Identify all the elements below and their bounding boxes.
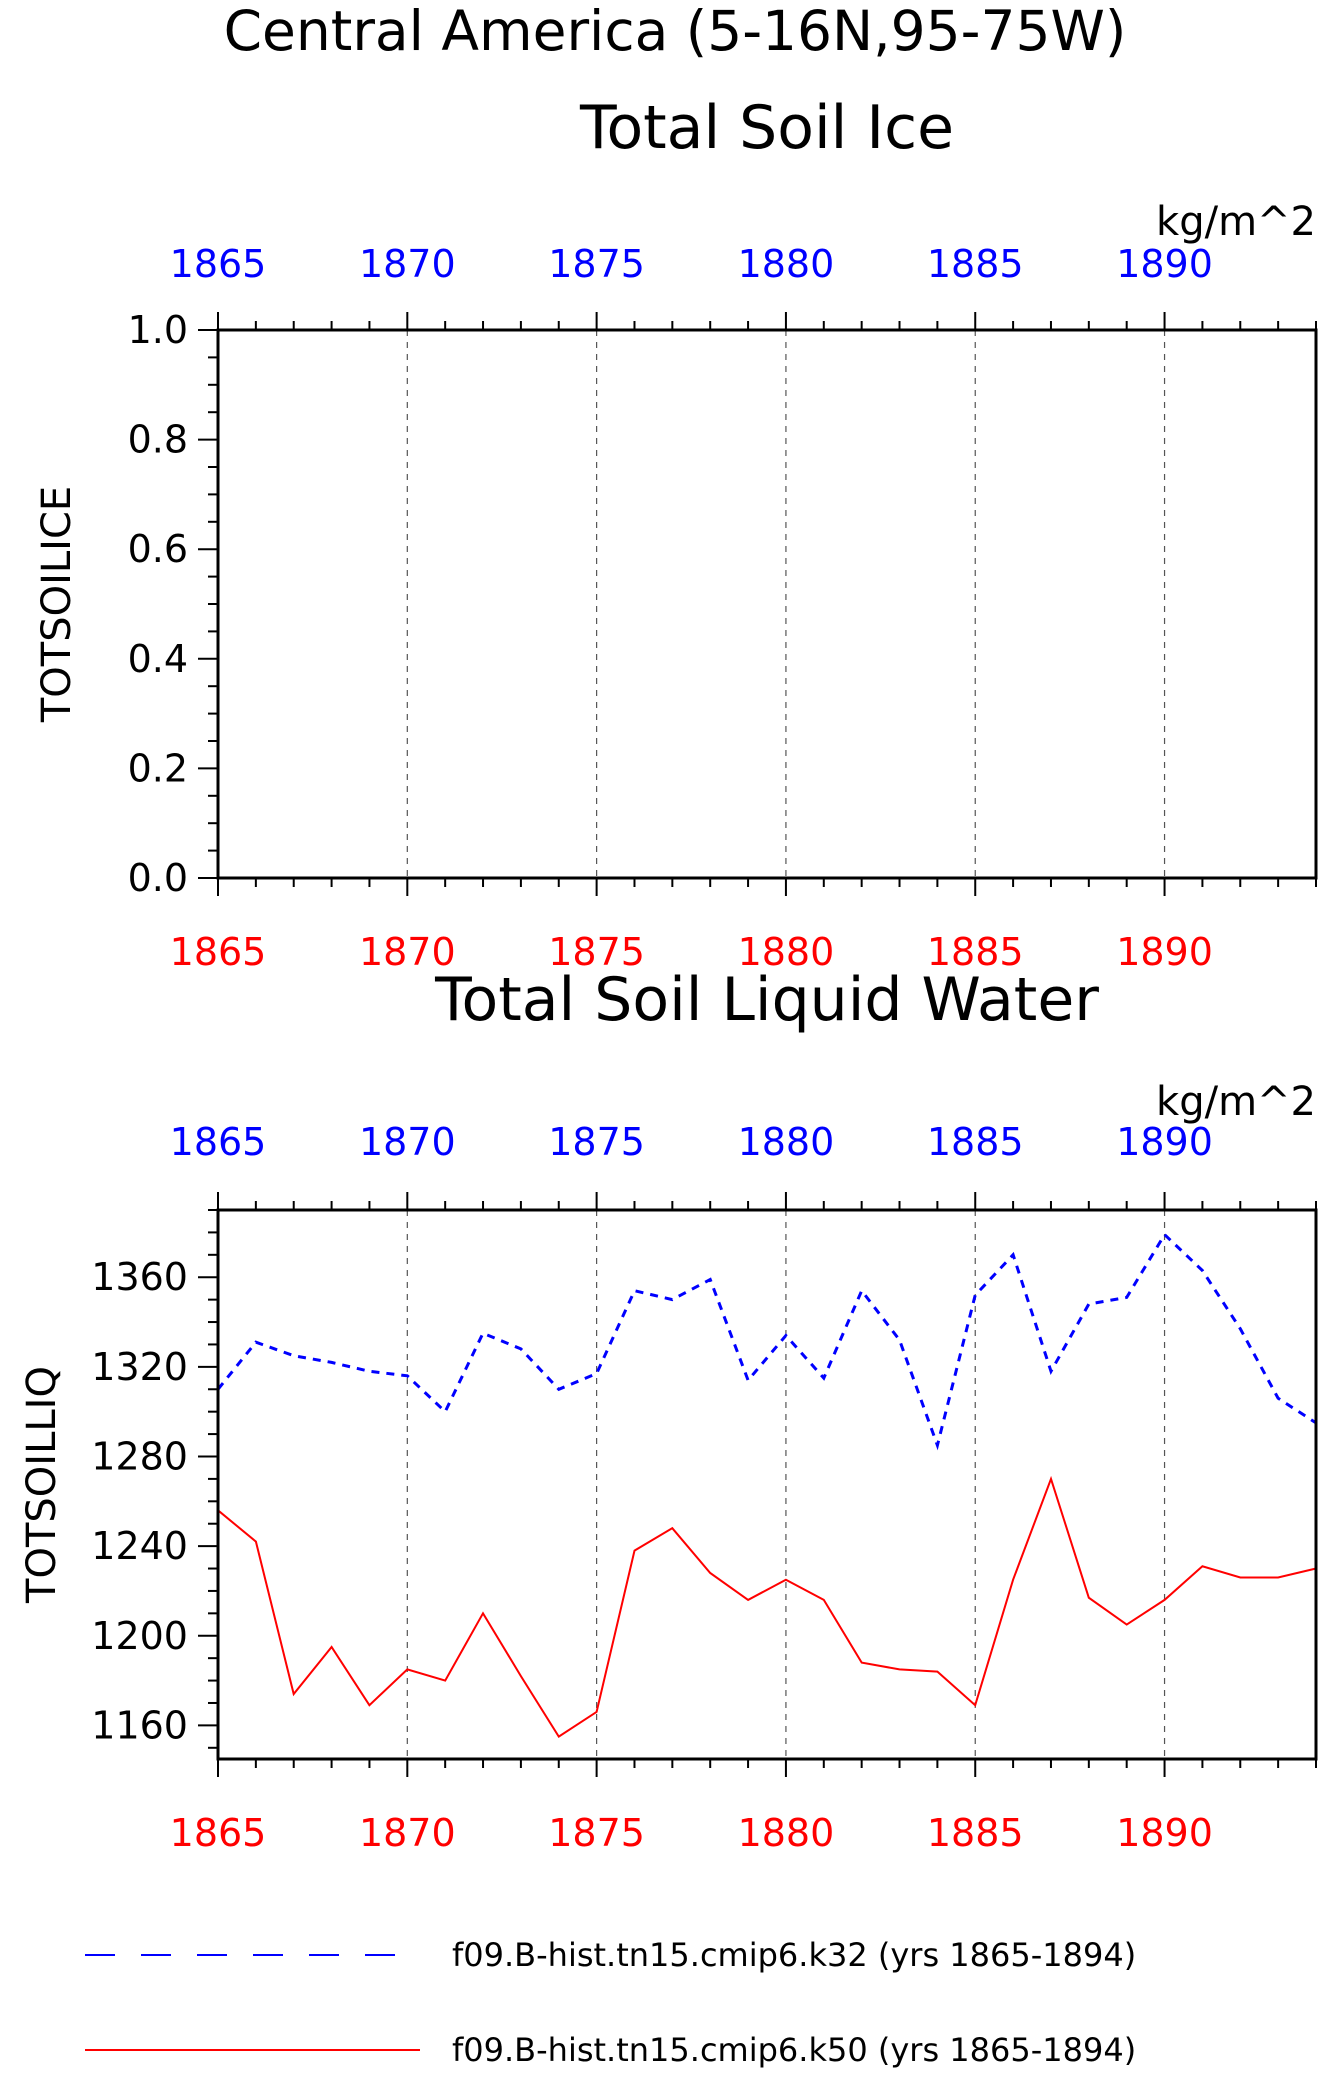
x-tick-label-bottom: 1870 — [359, 930, 456, 974]
units-label: kg/m^2 — [1156, 199, 1316, 245]
x-tick-label-bottom: 1880 — [738, 930, 835, 974]
x-tick-label-bottom: 1865 — [170, 1811, 267, 1855]
x-tick-label-top: 1890 — [1116, 242, 1213, 286]
x-tick-label-bottom: 1890 — [1116, 930, 1213, 974]
y-tick-label: 1.0 — [128, 308, 188, 352]
x-tick-label-top: 1890 — [1116, 1120, 1213, 1164]
plot-frame — [216, 328, 1318, 880]
figure-title: Central America (5-16N,95-75W) — [224, 0, 1127, 63]
x-tick-label-top: 1870 — [359, 242, 456, 286]
y-tick-label: 1280 — [91, 1434, 188, 1478]
x-tick-label-bottom: 1890 — [1116, 1811, 1213, 1855]
series-run2-line — [217, 1475, 1317, 1738]
legend-label-run1: f09.B-hist.tn15.cmip6.k32 (yrs 1865-1894… — [452, 1936, 1136, 1974]
units-label: kg/m^2 — [1156, 1079, 1316, 1125]
panel-total-soil-liquid-water: Total Soil Liquid Water kg/m^2 1865 1865 187… — [19, 965, 1318, 1855]
y-tick-label: 0.8 — [128, 418, 188, 462]
y-tick-label: 0.2 — [128, 746, 188, 790]
y-axis-label: TOTSOILLIQ — [19, 1366, 65, 1604]
x-tick-label-top: 1875 — [548, 1120, 645, 1164]
y-tick-label: 0.4 — [128, 637, 188, 681]
x-tick-label-top: 1875 — [548, 242, 645, 286]
legend: f09.B-hist.tn15.cmip6.k32 (yrs 1865-1894… — [85, 1936, 1136, 2069]
x-tick-label-bottom: 1875 — [548, 930, 645, 974]
y-tick-label: 1360 — [91, 1255, 188, 1299]
x-tick-label-bottom: 1885 — [927, 1811, 1024, 1855]
x-tick-label-top: 1880 — [738, 242, 835, 286]
panel-total-soil-ice: Total Soil Ice kg/m^2 1865 1865 1870 1870 1875… — [34, 93, 1318, 974]
panel-title: Total Soil Liquid Water — [434, 965, 1099, 1035]
y-tick-label: 1240 — [91, 1524, 188, 1568]
x-tick-label-top: 1885 — [927, 1120, 1024, 1164]
x-tick-label-top: 1870 — [359, 1120, 456, 1164]
plot-frame — [216, 1208, 1318, 1761]
panel-title: Total Soil Ice — [579, 93, 954, 163]
x-tick-label-bottom: 1880 — [738, 1811, 835, 1855]
x-tick-label-top: 1885 — [927, 242, 1024, 286]
legend-label-run2: f09.B-hist.tn15.cmip6.k50 (yrs 1865-1894… — [452, 2031, 1136, 2069]
x-tick-label-bottom: 1885 — [927, 930, 1024, 974]
x-tick-label-top: 1865 — [170, 242, 267, 286]
x-tick-label-bottom: 1875 — [548, 1811, 645, 1855]
y-axis-label: TOTSOILICE — [34, 486, 80, 723]
x-tick-label-bottom: 1870 — [359, 1811, 456, 1855]
y-tick-label: 1200 — [91, 1614, 188, 1658]
y-tick-label: 0.0 — [128, 856, 188, 900]
series-run1-line — [216, 1232, 1317, 1451]
x-tick-label-top: 1865 — [170, 1120, 267, 1164]
y-tick-label: 1320 — [91, 1345, 188, 1389]
y-tick-label: 0.6 — [128, 527, 188, 571]
x-tick-label-top: 1880 — [738, 1120, 835, 1164]
x-tick-label-bottom: 1865 — [170, 930, 267, 974]
y-tick-label: 1160 — [91, 1703, 188, 1747]
